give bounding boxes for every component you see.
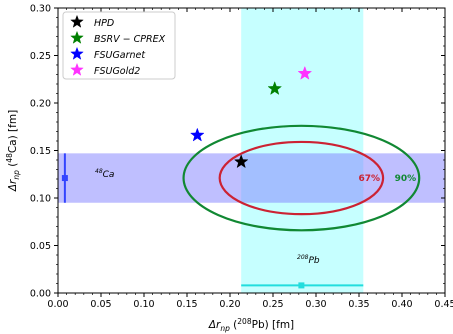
legend-marker-3 <box>70 46 84 60</box>
x-tick-label-0: 0.00 <box>47 299 68 310</box>
pb208-band <box>241 8 364 293</box>
y-tick-label-3: 0.15 <box>30 146 51 157</box>
plot-content: 48Ca 208Pb 67% 90% <box>58 8 445 293</box>
data-point-4-1 <box>297 65 313 80</box>
legend-marker-1 <box>70 14 84 28</box>
ca48-marker <box>61 175 68 182</box>
x-tick-label-5: 0.25 <box>262 299 283 310</box>
ca48-label-sup: 48 <box>95 168 103 175</box>
y-tick-label-6: 0.30 <box>30 4 51 15</box>
ellipse-label-2: 90% <box>395 174 417 184</box>
x-tick-label-2: 0.10 <box>133 299 154 310</box>
x-axis-label: Δrnp (208Pb) [fm] <box>208 317 294 333</box>
x-axis-label-end: Pb) [fm] <box>252 319 295 331</box>
x-axis-label-main: Δr <box>208 319 221 331</box>
pb208-marker <box>298 282 305 289</box>
y-axis-label-sup: 48 <box>5 153 14 163</box>
y-tick-label-4: 0.20 <box>30 99 51 110</box>
ca48-label: 48Ca <box>95 168 114 180</box>
data-point-1-1 <box>233 154 249 169</box>
legend-label-2: BSRV − CPREX <box>94 34 166 45</box>
data-point-3-1 <box>189 127 205 142</box>
pb208-label-text: Pb <box>308 256 319 266</box>
ca48-label-text: Ca <box>103 170 115 180</box>
data-point-2-1 <box>267 81 283 95</box>
y-axis-label-rest: ( <box>7 163 19 170</box>
x-tick-label-6: 0.30 <box>305 299 326 310</box>
plot-area: 48Ca 208Pb 67% 90% <box>58 8 445 293</box>
y-axis-label-main: Δr <box>7 179 19 192</box>
legend-box <box>62 11 176 80</box>
pb208-label-sup: 208 <box>297 254 309 261</box>
y-axis-label-end: Ca) [fm] <box>7 110 19 153</box>
x-axis-label-rest: ( <box>230 319 237 331</box>
axes: 0.00 0.05 0.10 0.15 0.20 0.25 0.30 0.35 0.40 0.45… <box>5 4 453 334</box>
y-tick-label-0: 0.00 <box>30 289 51 300</box>
x-tick-label-1: 0.05 <box>90 299 111 310</box>
legend-label-4: FSUGold2 <box>94 66 140 77</box>
y-axis-label: Δrnp (48Ca) [fm] <box>5 110 21 192</box>
legend-label-3: FSUGarnet <box>94 50 146 61</box>
x-axis-label-sub: np <box>220 324 230 333</box>
y-tick-label-1: 0.05 <box>30 241 51 252</box>
ellipse-label-1: 67% <box>359 174 381 184</box>
x-tick-label-9: 0.45 <box>434 299 453 310</box>
y-axis-label-sub: np <box>12 170 21 180</box>
legend-marker-2 <box>70 30 84 44</box>
y-tick-label-2: 0.10 <box>30 194 51 205</box>
y-tick-label-5: 0.25 <box>30 51 51 62</box>
confidence-ellipse-1 <box>218 140 385 216</box>
x-tick-label-3: 0.15 <box>176 299 197 310</box>
x-tick-label-8: 0.40 <box>391 299 412 310</box>
legend-label-1: HPD <box>94 18 114 29</box>
legend: HPD BSRV − CPREX FSUGarnet FSUGold2 <box>62 11 176 80</box>
x-tick-label-7: 0.35 <box>348 299 369 310</box>
pb208-label: 208Pb <box>297 254 320 266</box>
x-tick-label-4: 0.20 <box>219 299 240 310</box>
x-axis-label-sup: 208 <box>237 317 252 326</box>
confidence-ellipse-2 <box>182 124 421 232</box>
legend-marker-4 <box>70 62 84 76</box>
ca48-band <box>58 153 445 203</box>
